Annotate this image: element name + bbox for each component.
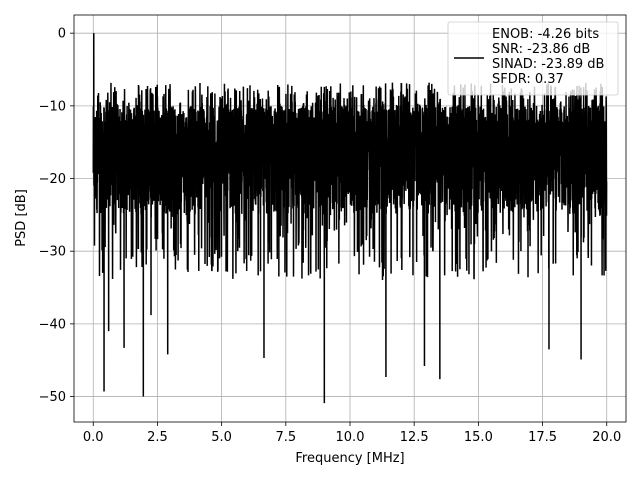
x-tick-label: 0.0 bbox=[83, 430, 104, 445]
y-axis-label: PSD [dB] bbox=[14, 189, 29, 247]
x-tick-label: 7.5 bbox=[275, 430, 296, 445]
legend-box bbox=[447, 21, 619, 96]
x-tick-label: 17.5 bbox=[528, 430, 557, 445]
legend-entry-text: ENOB: -4.26 bits SNR: -23.86 dB SINAD: -23… bbox=[492, 27, 604, 87]
legend-entry-line: SINAD: -23.89 dB bbox=[492, 57, 604, 72]
x-tick-label: 20.0 bbox=[592, 430, 621, 445]
x-tick-label: 5.0 bbox=[211, 430, 232, 445]
x-tick-label: 15.0 bbox=[464, 430, 493, 445]
psd-series-line bbox=[92, 33, 608, 404]
y-tick-label: 0 bbox=[58, 27, 66, 42]
legend-entry-line: SNR: -23.86 dB bbox=[492, 42, 590, 57]
legend: ENOB: -4.26 bits SNR: -23.86 dB SINAD: -23… bbox=[447, 21, 619, 96]
y-tick-label: −30 bbox=[39, 245, 66, 260]
y-tick-label: −20 bbox=[39, 172, 66, 187]
plot-area bbox=[92, 33, 608, 404]
x-tick-label: 10.0 bbox=[336, 430, 365, 445]
x-axis-ticks: 0.0 2.5 5.0 7.5 10.0 12.5 15.0 17.5 20.0 bbox=[83, 422, 621, 445]
y-tick-label: −10 bbox=[39, 99, 66, 114]
y-tick-label: −50 bbox=[39, 390, 66, 405]
y-tick-label: −40 bbox=[39, 317, 66, 332]
x-tick-label: 12.5 bbox=[400, 430, 429, 445]
legend-entry-line: SFDR: 0.37 bbox=[492, 72, 564, 87]
y-axis-ticks: 0 −10 −20 −30 −40 −50 bbox=[39, 27, 74, 405]
x-tick-label: 2.5 bbox=[147, 430, 168, 445]
x-axis-label: Frequency [MHz] bbox=[295, 451, 404, 466]
legend-entry-line: ENOB: -4.26 bits bbox=[492, 27, 599, 42]
